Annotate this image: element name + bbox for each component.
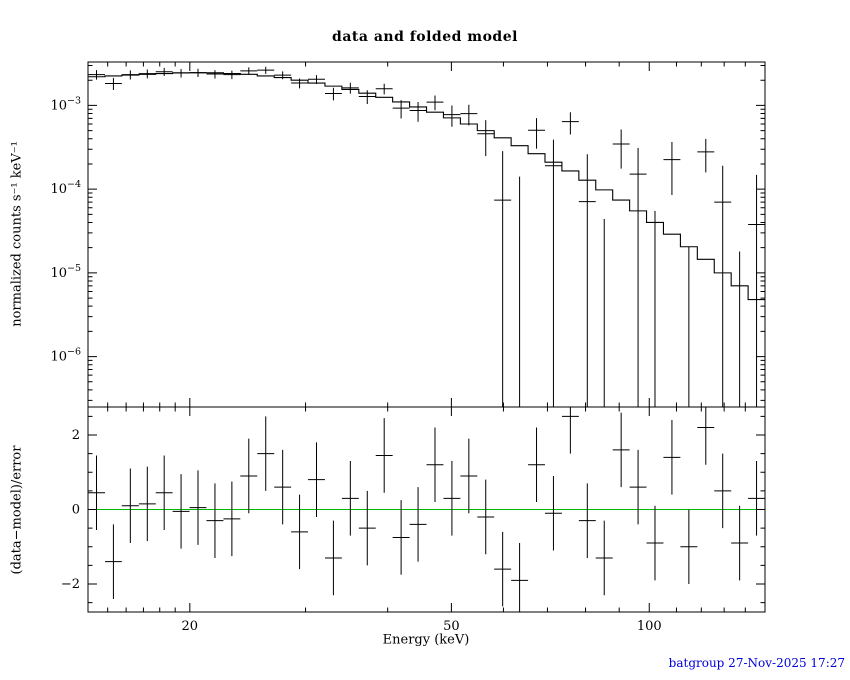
svg-text:100: 100: [637, 619, 662, 634]
svg-text:20: 20: [182, 619, 199, 634]
svg-text:2: 2: [72, 428, 80, 443]
svg-text:−2: −2: [61, 577, 80, 592]
y-axis-label-bottom: (data−model)/error: [9, 445, 25, 575]
chart-title: data and folded model: [332, 29, 518, 45]
x-axis-label: Energy (keV): [382, 632, 470, 648]
svg-text:10−3: 10−3: [50, 95, 81, 113]
svg-text:0: 0: [72, 503, 80, 518]
svg-text:10−6: 10−6: [50, 347, 81, 365]
y-axis-label-top: normalized counts s⁻¹ keV⁻¹: [9, 141, 25, 327]
svg-text:10−4: 10−4: [50, 179, 81, 197]
footer-timestamp: batgroup 27-Nov-2025 17:27: [668, 656, 845, 670]
svg-text:10−5: 10−5: [50, 263, 81, 281]
svg-text:50: 50: [443, 619, 460, 634]
